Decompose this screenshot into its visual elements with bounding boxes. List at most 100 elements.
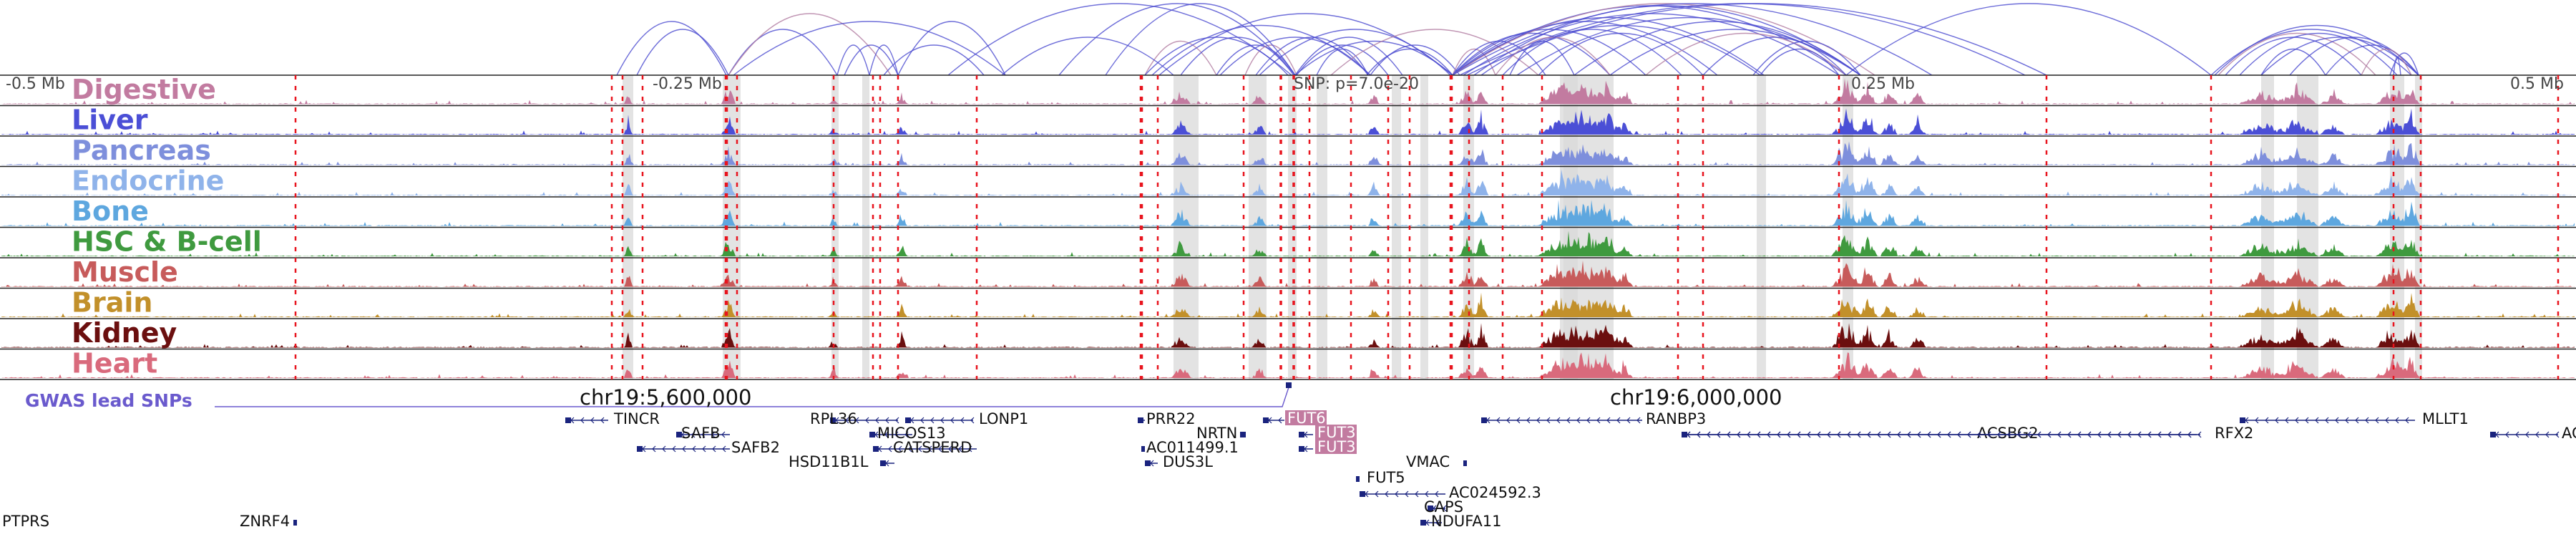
gene-strand-chevron [701,431,706,438]
gene-strand-chevron [1566,417,1571,424]
loop-arc-67 [2389,52,2419,76]
loop-arc-19 [1259,29,1451,76]
gene-strand-chevron [1917,431,1921,438]
gene-strand-chevron [1415,490,1419,498]
gene-strand-chevron [845,417,849,424]
gene-strand-chevron [928,445,932,453]
loop-arc-6 [844,44,899,76]
gene-strand-chevron [2355,417,2359,424]
loop-arc-12 [1151,24,1371,76]
gene-strand-chevron [1867,431,1871,438]
gene-strand-chevron [1405,490,1409,498]
gene-label: ZNRF4 [240,513,290,530]
gene-label: PRR22 [1146,410,1196,427]
gene-strand-chevron [1526,417,1531,424]
gene-strand-chevron [2385,417,2389,424]
loop-arc-44 [1480,24,1761,76]
gene-strand-chevron [1536,417,1541,424]
gene-strand-chevron [1556,417,1561,424]
gene-strand-chevron [2265,417,2269,424]
gene-label: LONP1 [979,410,1028,427]
loop-arc-59 [2218,33,2376,76]
gene-strand-chevron [2375,417,2379,424]
gene-strand-chevron [918,445,922,453]
coordinate-ticks: -0.5 Mb -0.25 Mb 0.25 Mb 0.5 Mb SNP: p=7.0e-… [6,75,2564,93]
gene-strand-chevron [894,431,899,438]
gene-strand-chevron [1395,490,1399,498]
loop-arc-3 [728,13,892,76]
loop-arc-45 [1495,37,1611,76]
gwas-lead-snps: GWAS lead SNPs chr19:5,600,000 chr19:6,000… [25,382,1782,411]
gene-highlight-box [1285,410,1327,425]
gene-strand-chevron [1435,490,1439,498]
gene-label: CATSPERD [893,439,972,456]
gene-strand-chevron [2087,431,2092,438]
loop-arc-20 [1294,37,1403,76]
gene-strand-chevron [652,445,656,453]
gene-label: FUT6 [1287,410,1326,427]
coordinate-tick-label: -0.25 Mb [653,75,722,93]
loop-arc-54 [1752,41,1861,76]
loop-arc-55 [1760,49,1840,76]
gene-label: FUT3 [1317,424,1356,441]
gene-strand-chevron [1977,431,1981,438]
gene-exon [637,446,643,452]
gene-strand-chevron [1385,490,1389,498]
gene-strand-chevron [904,431,909,438]
gene-strand-chevron [1817,431,1821,438]
gene-exon [1428,505,1433,511]
gene-label: RANBP3 [1646,410,1706,427]
gene-strand-chevron [2077,431,2082,438]
gene-strand-chevron [940,417,945,424]
gene-strand-chevron [1957,431,1961,438]
gene-strand-chevron [1997,431,2001,438]
gene-strand-chevron [888,445,892,453]
loop-arc-2 [728,29,838,76]
gene-strand-chevron [2067,431,2072,438]
loop-arc-31 [1452,48,1496,76]
gene-strand-chevron [1443,505,1447,512]
gene-strand-chevron [938,445,942,453]
gene-label: AC [2562,425,2576,442]
loop-arc-1 [636,29,729,76]
gene-strand-chevron [2157,431,2162,438]
gene-strand-chevron [1576,417,1581,424]
gene-strand-chevron [1937,431,1941,438]
gene-strand-chevron [885,417,889,424]
track-label: Brain [72,287,152,319]
gene-strand-chevron [920,417,924,424]
track-label: HSC & B-cell [72,226,262,258]
gene-label: FUT3 [1317,438,1356,455]
gene-exon [2490,432,2496,437]
loop-arc-47 [1509,40,1575,76]
gene-strand-chevron [1616,417,1621,424]
gene-exon [1138,417,1143,423]
gene-strand-chevron [1697,431,1701,438]
loop-arc-49 [1538,32,1704,76]
loop-arc-22 [1296,44,1389,76]
loop-arc-15 [1216,44,1296,76]
gene-label: MLLT1 [2422,410,2469,427]
loop-arc-57 [2210,29,2412,76]
gene-strand-chevron [1787,431,1791,438]
gene-strand-chevron [1837,431,1841,438]
gene-strand-chevron [702,445,706,453]
gene-strand-chevron [2137,431,2142,438]
track-label: Pancreas [72,135,211,166]
gene-strand-chevron [1717,431,1721,438]
gene-strand-chevron [958,445,962,453]
gene-strand-chevron [2255,417,2259,424]
loop-arc-66 [2361,48,2412,76]
loop-arc-18 [1255,37,1369,76]
loop-arc-56 [1845,3,2212,76]
gene-strand-chevron [2325,417,2329,424]
gene-strand-chevron [930,417,935,424]
gene-label: AC011499.1 [1146,439,1239,456]
track-label: Liver [72,105,148,136]
coordinate-tick-label: 0.25 Mb [1851,75,1915,93]
track-label: Muscle [72,256,178,288]
gene-strand-chevron [2017,431,2021,438]
gene-strand-chevron [1546,417,1551,424]
gene-strand-chevron [1847,431,1851,438]
